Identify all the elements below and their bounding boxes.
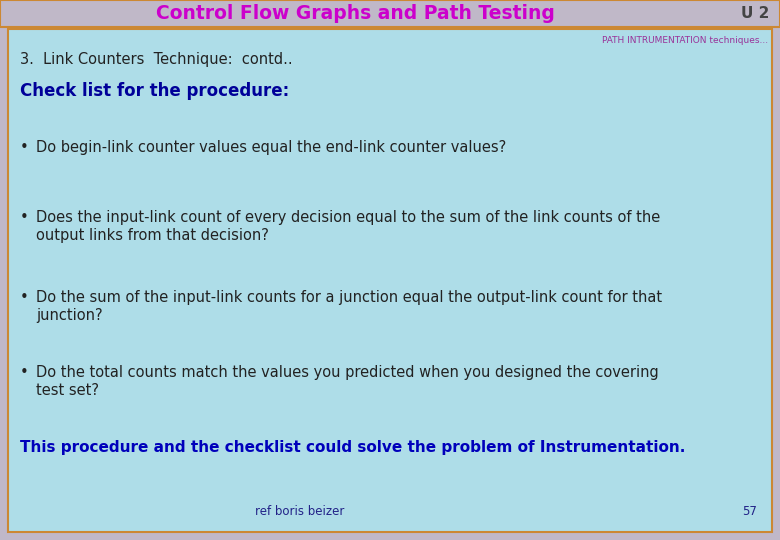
FancyBboxPatch shape (8, 29, 772, 532)
Text: 57: 57 (743, 505, 757, 518)
Text: ref boris beizer: ref boris beizer (255, 505, 345, 518)
Text: junction?: junction? (36, 308, 103, 323)
Text: U 2: U 2 (741, 6, 769, 21)
Text: •: • (20, 140, 29, 155)
Text: Control Flow Graphs and Path Testing: Control Flow Graphs and Path Testing (155, 4, 555, 23)
Text: test set?: test set? (36, 383, 99, 398)
Text: Check list for the procedure:: Check list for the procedure: (20, 82, 289, 100)
Text: PATH INTRUMENTATION techniques...: PATH INTRUMENTATION techniques... (602, 36, 768, 45)
Text: Do the total counts match the values you predicted when you designed the coverin: Do the total counts match the values you… (36, 365, 659, 380)
Text: This procedure and the checklist could solve the problem of Instrumentation.: This procedure and the checklist could s… (20, 440, 686, 455)
Text: •: • (20, 210, 29, 225)
FancyBboxPatch shape (0, 0, 780, 27)
Text: Do begin-link counter values equal the end-link counter values?: Do begin-link counter values equal the e… (36, 140, 506, 155)
Text: •: • (20, 365, 29, 380)
Text: Does the input-link count of every decision equal to the sum of the link counts : Does the input-link count of every decis… (36, 210, 660, 225)
Text: 3.  Link Counters  Technique:  contd..: 3. Link Counters Technique: contd.. (20, 52, 292, 67)
Text: Do the sum of the input-link counts for a junction equal the output-link count f: Do the sum of the input-link counts for … (36, 290, 662, 305)
Text: •: • (20, 290, 29, 305)
Text: output links from that decision?: output links from that decision? (36, 228, 269, 243)
